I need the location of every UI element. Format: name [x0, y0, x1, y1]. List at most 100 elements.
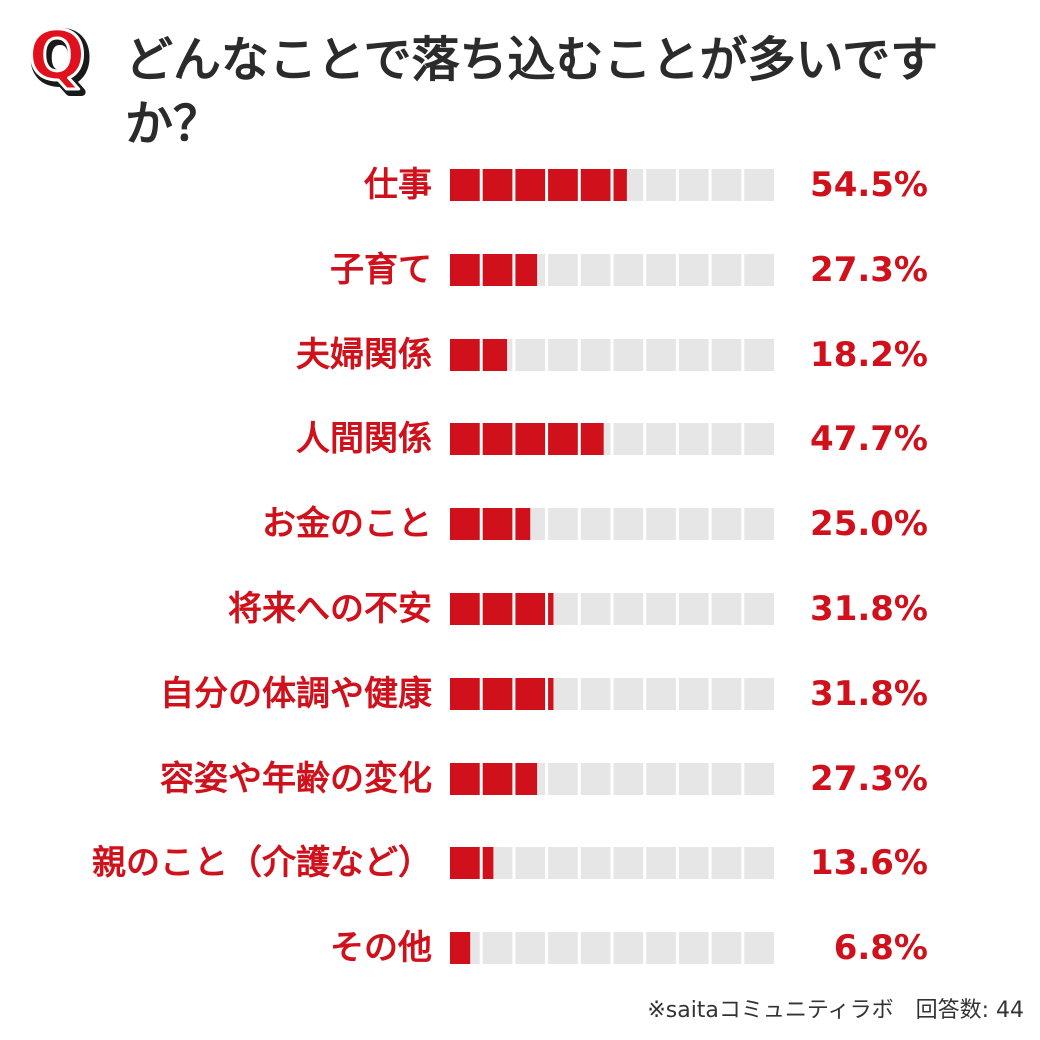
- bar-segment-fill: [548, 423, 578, 456]
- bar-segment-fill: [482, 338, 508, 371]
- bar-segment-track: [744, 169, 774, 201]
- bar-segment-fill: [580, 169, 611, 201]
- bar-segment-fill: [482, 677, 513, 710]
- bar-segment-track: [678, 508, 709, 541]
- bar-segment-track: [613, 253, 644, 286]
- bar-segment-track: [678, 847, 709, 880]
- chart-row: 親のこと（介護など） 13.6%: [0, 833, 1040, 893]
- bar-segment-fill: [515, 423, 546, 456]
- category-label: 容姿や年齢の変化: [160, 758, 432, 799]
- bar-segment-track: [678, 338, 709, 371]
- bar-segment-track: [580, 253, 611, 286]
- bar-segment-fill: [450, 677, 480, 710]
- bar-segment-fill: [482, 423, 513, 456]
- bar-segment-track: [646, 762, 676, 795]
- bar-segment-track: [744, 932, 774, 965]
- bar-segment-fill: [450, 253, 480, 286]
- bar-track: [450, 338, 774, 371]
- bar-track: [450, 593, 774, 625]
- bar-segment-track: [646, 677, 676, 710]
- bar-segment-track: [548, 508, 578, 541]
- bar-segment-track: [613, 762, 644, 795]
- chart-row: 人間関係 47.7%: [0, 409, 1040, 469]
- bar-segment-track: [744, 508, 774, 541]
- bar-segment-track: [646, 423, 676, 456]
- bar-segment-track: [646, 253, 676, 286]
- category-label: 夫婦関係: [296, 334, 432, 375]
- bar-segment-track: [580, 593, 611, 625]
- bar-segment-track: [482, 932, 513, 965]
- chart-row: 容姿や年齢の変化 27.3%: [0, 749, 1040, 809]
- bar-segment-track: [711, 677, 742, 710]
- bar-segment-track: [678, 169, 709, 201]
- value-label: 25.0%: [810, 504, 928, 545]
- bar-segment-fill: [515, 169, 546, 201]
- bar-segment-track: [711, 593, 742, 625]
- bar-segment-track: [711, 338, 742, 371]
- category-label: 将来への不安: [228, 589, 432, 629]
- category-label: その他: [330, 928, 432, 969]
- bar-segment-fill: [580, 423, 604, 456]
- value-label: 27.3%: [810, 758, 928, 799]
- bar-segment-track: [613, 338, 644, 371]
- bar-segment-track: [548, 847, 578, 880]
- bar-segment-fill: [482, 847, 494, 880]
- bar-segment-track: [711, 169, 742, 201]
- source-note: ※saitaコミュニティラボ 回答数: 44: [647, 998, 1024, 1023]
- bar-segment-track: [744, 253, 774, 286]
- bar-segment-fill: [450, 847, 480, 880]
- category-label: 子育て: [330, 249, 432, 290]
- bar-segment-fill: [482, 593, 513, 625]
- bar-segment-fill: [548, 593, 554, 625]
- bar-track: [450, 169, 774, 201]
- bar-track: [450, 677, 774, 710]
- value-label: 47.7%: [810, 419, 928, 460]
- bar-segment-track: [548, 253, 578, 286]
- category-label: 仕事: [364, 165, 432, 205]
- q-badge-icon: Q Q: [27, 20, 93, 100]
- bar-segment-fill: [482, 508, 513, 541]
- value-label: 31.8%: [810, 673, 928, 714]
- bar-segment-track: [678, 423, 709, 456]
- bar-segment-fill: [450, 423, 480, 456]
- bar-segment-fill: [515, 508, 531, 541]
- bar-segment-fill: [548, 677, 554, 710]
- bar-segment-track: [613, 847, 644, 880]
- bar-segment-fill: [482, 762, 513, 795]
- bar-segment-track: [678, 677, 709, 710]
- bar-segment-track: [711, 253, 742, 286]
- bar-segment-track: [613, 932, 644, 965]
- bar-segment-track: [646, 169, 676, 201]
- bar-track: [450, 253, 774, 286]
- bar-segment-fill: [450, 169, 480, 201]
- bar-segment-track: [515, 338, 546, 371]
- chart-row: 仕事 54.5%: [0, 155, 1040, 215]
- value-label: 31.8%: [810, 589, 928, 629]
- bar-segment-fill: [450, 508, 480, 541]
- bar-segment-track: [548, 932, 578, 965]
- bar-track: [450, 508, 774, 541]
- bar-segment-track: [515, 847, 546, 880]
- bar-segment-fill: [515, 593, 546, 625]
- bar-segment-track: [646, 932, 676, 965]
- category-label: お金のこと: [262, 504, 432, 545]
- bar-segment-track: [678, 593, 709, 625]
- bar-segment-fill: [450, 338, 480, 371]
- bar-segment-track: [580, 338, 611, 371]
- bar-segment-track: [744, 338, 774, 371]
- bar-segment-track: [711, 508, 742, 541]
- bar-segment-track: [646, 508, 676, 541]
- bar-segment-track: [580, 677, 611, 710]
- bar-segment-track: [678, 762, 709, 795]
- question-title: どんなことで落ち込むことが多いですか？: [125, 32, 939, 152]
- bar-segment-track: [678, 253, 709, 286]
- bar-segment-track: [515, 932, 546, 965]
- chart-row: その他 6.8%: [0, 918, 1040, 978]
- bar-segment-track: [646, 593, 676, 625]
- bar-segment-track: [678, 932, 709, 965]
- value-label: 18.2%: [810, 334, 928, 375]
- value-label: 54.5%: [810, 165, 928, 205]
- bar-track: [450, 762, 774, 795]
- bar-segment-track: [613, 508, 644, 541]
- value-label: 13.6%: [810, 843, 928, 884]
